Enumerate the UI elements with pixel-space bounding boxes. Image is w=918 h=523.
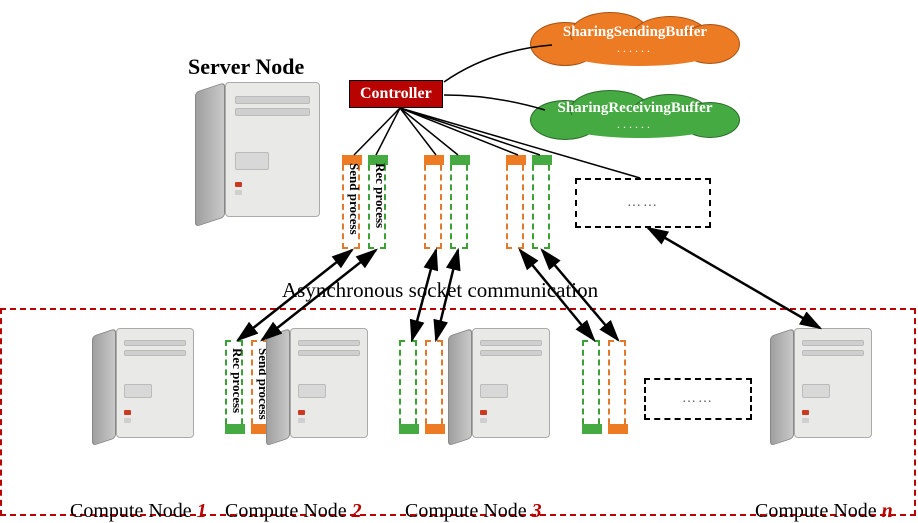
ellipsis-top-dots: …… [627,195,659,211]
server-node-title: Server Node [188,54,304,80]
compute-rec-proc-2 [399,340,417,434]
server-rec-proc-1: Rec process [368,155,386,249]
ellipsis-box-top: …… [575,178,711,228]
controller-box: Controller [349,80,443,108]
ellipsis-bottom-dots: …… [682,391,714,407]
server-send-proc-2 [424,155,442,249]
compute-rec-proc-3 [582,340,600,434]
compute-node-label-3: Compute Node 3 [405,500,542,523]
cloud-send-label: SharingSendingBuffer [530,12,740,41]
cloud-recv-label: SharingReceivingBuffer [530,90,740,117]
cloud-send-dots: ...... [530,41,740,56]
compute-rec-proc-1: Rec process [225,340,243,434]
async-comm-label: Asynchronous socket communication [282,278,598,303]
cloud-sending-buffer: SharingSendingBuffer ...... [530,12,740,70]
server-send-proc-1: Send process [342,155,360,249]
server-tower [195,82,325,227]
compute-tower-n [770,328,875,446]
server-send-label-1: Send process [346,163,362,235]
compute-send-proc-2 [425,340,443,434]
cloud-receiving-buffer: SharingReceivingBuffer ...... [530,90,740,146]
compute-tower-2 [266,328,371,446]
compute-node-label-1: Compute Node 1 [70,500,207,523]
server-send-proc-3 [506,155,524,249]
compute-rec-label-1: Rec process [229,348,245,413]
ellipsis-box-bottom: …… [644,378,752,420]
server-rec-proc-2 [450,155,468,249]
compute-tower-1 [92,328,197,446]
cloud-recv-dots: ...... [530,117,740,132]
server-rec-proc-3 [532,155,550,249]
compute-node-label-n: Compute Node n [755,500,893,523]
compute-send-proc-3 [608,340,626,434]
compute-node-label-2: Compute Node 2 [225,500,362,523]
server-rec-label-1: Rec process [372,163,388,228]
compute-tower-3 [448,328,553,446]
